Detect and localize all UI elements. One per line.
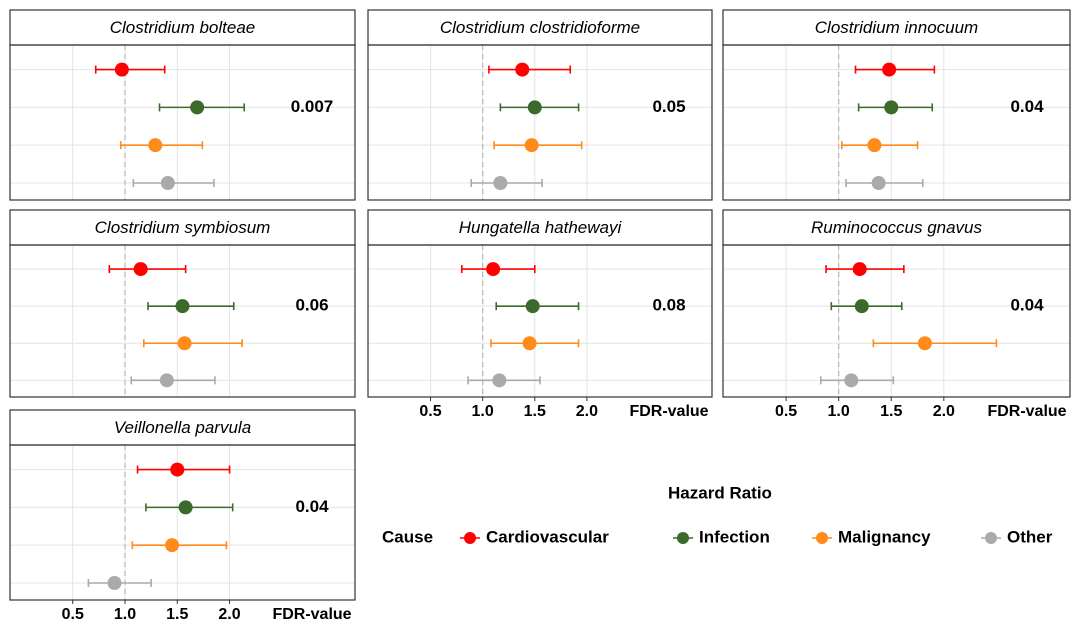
fdr-axis-label: FDR-value <box>629 403 708 420</box>
panel-title: Clostridium bolteae <box>110 18 256 37</box>
strip <box>722 9 1071 46</box>
panel-title: Clostridium symbiosum <box>95 218 271 237</box>
estimate-point <box>854 299 869 314</box>
estimate-point <box>867 138 882 153</box>
estimate-point <box>486 262 501 277</box>
panel-border <box>722 244 1071 398</box>
x-tick-label: 1.0 <box>114 606 136 623</box>
legend-marker <box>985 532 997 544</box>
panel-border <box>367 44 713 201</box>
legend-marker <box>464 532 476 544</box>
x-tick-label: 0.5 <box>62 606 84 623</box>
estimate-point <box>493 175 508 190</box>
estimate-point <box>917 336 932 351</box>
estimate-point <box>527 100 542 115</box>
estimate-point <box>107 575 122 590</box>
fdr-value: 0.04 <box>295 497 329 516</box>
x-tick-label: 1.0 <box>828 403 850 420</box>
x-tick-label: 1.5 <box>524 403 546 420</box>
estimate-point <box>114 62 129 77</box>
panel-border <box>722 44 1071 201</box>
legend-marker <box>816 532 828 544</box>
x-tick-label: 2.0 <box>576 403 598 420</box>
legend-title: Cause <box>382 527 433 546</box>
fdr-value: 0.04 <box>1010 296 1044 315</box>
estimate-point <box>844 373 859 388</box>
fdr-axis-label: FDR-value <box>272 606 351 623</box>
fdr-value: 0.007 <box>291 97 334 116</box>
legend-label: Malignancy <box>838 527 931 546</box>
estimate-point <box>884 100 899 115</box>
panel-title: Clostridium innocuum <box>815 18 978 37</box>
estimate-point <box>178 500 193 515</box>
legend-label: Cardiovascular <box>486 527 609 546</box>
x-axis-title: Hazard Ratio <box>668 483 772 502</box>
panel-border <box>9 244 356 398</box>
fdr-value: 0.08 <box>652 296 685 315</box>
panel-title: Ruminococcus gnavus <box>811 218 983 237</box>
estimate-point <box>148 138 163 153</box>
x-tick-label: 1.5 <box>166 606 188 623</box>
estimate-point <box>133 262 148 277</box>
fdr-value: 0.06 <box>295 296 328 315</box>
fdr-value: 0.05 <box>652 97 685 116</box>
estimate-point <box>492 373 507 388</box>
estimate-point <box>522 336 537 351</box>
estimate-point <box>190 100 205 115</box>
fdr-axis-label: FDR-value <box>987 403 1066 420</box>
estimate-point <box>882 62 897 77</box>
legend-label: Infection <box>699 527 770 546</box>
panel-title: Clostridium clostridioforme <box>440 18 640 37</box>
fdr-value: 0.04 <box>1010 97 1044 116</box>
panel-title: Veillonella parvula <box>114 418 251 437</box>
estimate-point <box>525 299 540 314</box>
panel-border <box>367 244 713 398</box>
estimate-point <box>524 138 539 153</box>
legend-marker <box>677 532 689 544</box>
x-tick-label: 2.0 <box>933 403 955 420</box>
estimate-point <box>515 62 530 77</box>
strip <box>9 209 356 246</box>
estimate-point <box>159 373 174 388</box>
panel-title: Hungatella hathewayi <box>459 218 623 237</box>
estimate-point <box>871 175 886 190</box>
strip <box>9 409 356 446</box>
x-tick-label: 0.5 <box>775 403 797 420</box>
panel-border <box>9 44 356 201</box>
x-tick-label: 2.0 <box>218 606 240 623</box>
strip <box>722 209 1071 246</box>
x-tick-label: 1.0 <box>472 403 494 420</box>
panel-border <box>9 444 356 601</box>
strip <box>9 9 356 46</box>
estimate-point <box>175 299 190 314</box>
estimate-point <box>165 538 180 553</box>
x-tick-label: 1.5 <box>880 403 902 420</box>
x-tick-label: 0.5 <box>419 403 441 420</box>
legend-label: Other <box>1007 527 1053 546</box>
estimate-point <box>852 262 867 277</box>
estimate-point <box>170 462 185 477</box>
estimate-point <box>177 336 192 351</box>
estimate-point <box>160 175 175 190</box>
